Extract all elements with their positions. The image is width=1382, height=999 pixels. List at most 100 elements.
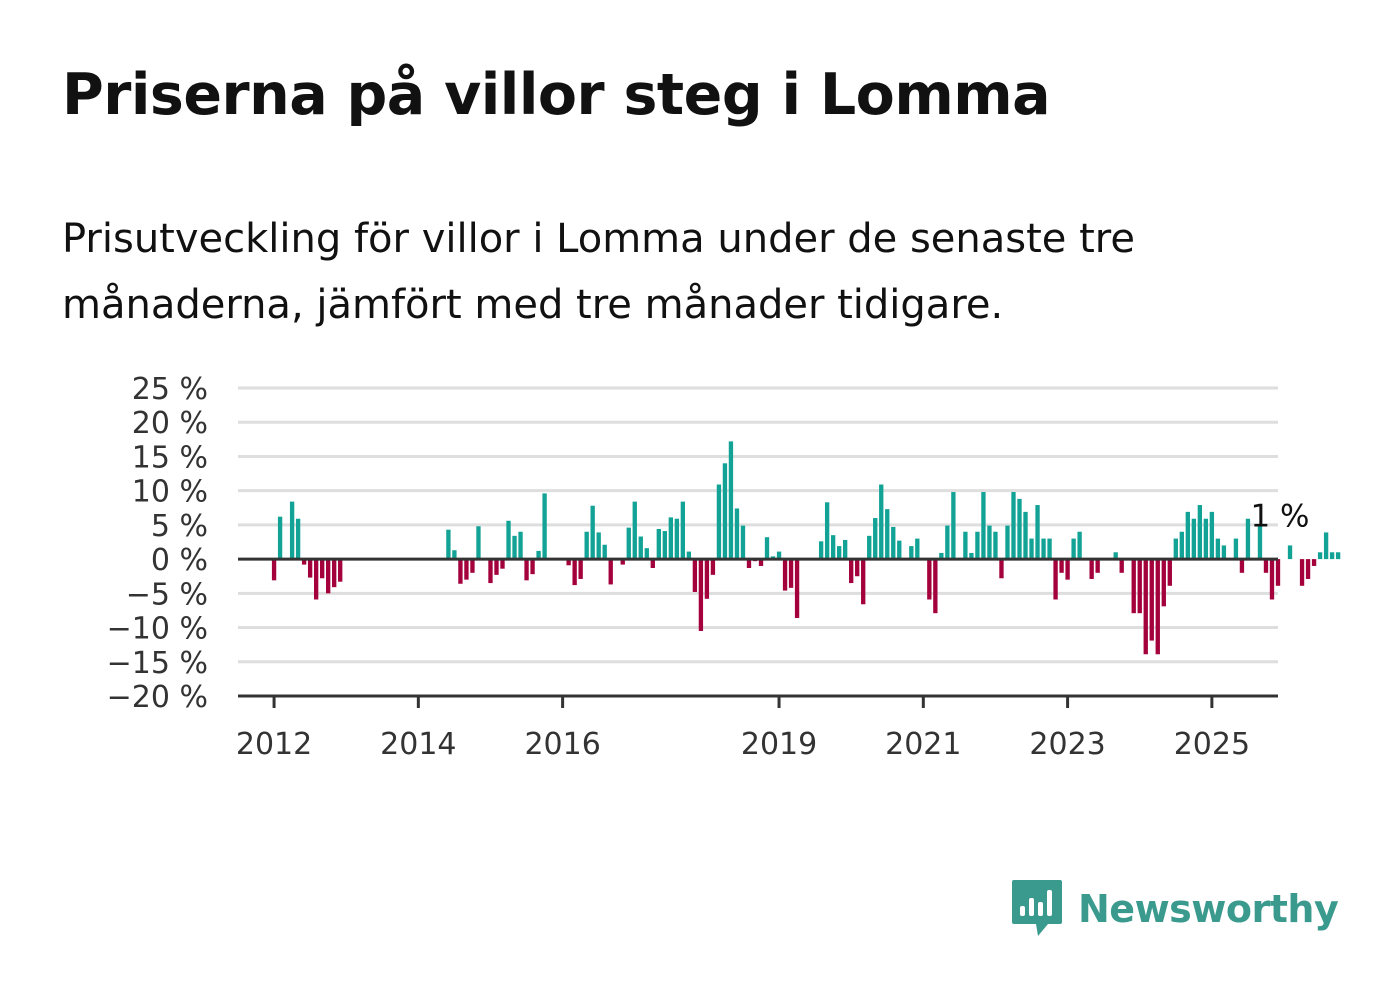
bar xyxy=(758,559,764,566)
bar xyxy=(1137,559,1142,614)
bar xyxy=(596,532,601,560)
bar xyxy=(1263,559,1269,573)
bar xyxy=(1185,511,1190,560)
x-tick-label: 2025 xyxy=(1174,727,1250,762)
bar xyxy=(843,539,848,560)
chart-subtitle: Prisutveckling för villor i Lomma under … xyxy=(62,216,1135,328)
y-tick-label: 20 % xyxy=(132,406,208,441)
bar xyxy=(1155,559,1160,655)
bar xyxy=(716,484,722,560)
bar xyxy=(1011,492,1016,560)
bar xyxy=(620,559,625,565)
bar xyxy=(1149,559,1154,641)
bar xyxy=(686,551,692,560)
bar xyxy=(1245,518,1251,560)
bar xyxy=(1239,559,1245,573)
bar xyxy=(301,559,307,565)
bar xyxy=(638,536,643,560)
x-tick-label: 2019 xyxy=(741,727,817,762)
bar xyxy=(307,559,313,578)
newsworthy-logo: Newsworthy xyxy=(1010,878,1339,940)
bar xyxy=(488,559,493,584)
bar xyxy=(271,559,277,581)
bar xyxy=(464,559,469,580)
bar xyxy=(584,531,589,560)
bar xyxy=(1257,525,1263,560)
bar xyxy=(1317,552,1323,560)
bar xyxy=(566,559,571,566)
bar xyxy=(740,525,746,560)
bar xyxy=(1119,559,1124,573)
y-tick-label: 0 % xyxy=(151,543,208,578)
bar xyxy=(1059,559,1064,573)
bar xyxy=(1287,545,1293,560)
newsworthy-logo-icon xyxy=(1012,880,1062,936)
bar xyxy=(1131,559,1136,614)
bar xyxy=(873,518,878,560)
bar xyxy=(1077,531,1082,560)
bar xyxy=(590,505,595,560)
bar xyxy=(542,493,547,560)
chart-title: Priserna på villor steg i Lomma xyxy=(62,62,1051,128)
bar xyxy=(524,559,529,581)
bar xyxy=(332,559,337,588)
bar xyxy=(1095,559,1100,573)
y-tick-label: 25 % xyxy=(132,372,208,407)
bar xyxy=(572,559,577,586)
bar xyxy=(656,529,661,560)
bar xyxy=(861,559,866,605)
bar xyxy=(518,531,523,560)
bar xyxy=(1221,545,1227,560)
bar xyxy=(313,559,319,600)
bar xyxy=(1041,538,1046,560)
bar xyxy=(1173,538,1178,560)
x-tick-label: 2023 xyxy=(1029,727,1105,762)
bar xyxy=(969,552,974,560)
bar xyxy=(662,531,667,560)
bar xyxy=(788,559,794,588)
bar xyxy=(728,441,734,560)
bar xyxy=(927,559,932,600)
bar xyxy=(506,520,511,560)
bar xyxy=(626,527,631,560)
bar xyxy=(981,492,986,560)
bar xyxy=(849,559,854,584)
bar xyxy=(710,559,716,575)
bar xyxy=(891,526,896,560)
bar xyxy=(530,559,535,575)
bar xyxy=(897,540,902,560)
bar xyxy=(512,535,517,560)
bar xyxy=(1143,559,1148,655)
bar xyxy=(698,559,704,631)
bar xyxy=(963,531,968,560)
bar xyxy=(1191,518,1196,560)
bar xyxy=(446,529,451,560)
bar xyxy=(794,559,800,618)
bar xyxy=(1215,538,1221,560)
bar xyxy=(867,535,872,560)
bar xyxy=(909,546,914,560)
bar xyxy=(500,559,505,569)
bar xyxy=(644,548,649,560)
bar xyxy=(1035,505,1040,560)
bars xyxy=(271,441,1341,655)
gridlines xyxy=(238,386,1278,664)
bar xyxy=(999,559,1004,579)
bar xyxy=(1065,559,1070,580)
bar xyxy=(764,537,770,560)
bar xyxy=(824,502,830,560)
bar xyxy=(885,509,890,560)
bar xyxy=(1005,525,1010,560)
bar xyxy=(1053,559,1058,600)
bar xyxy=(458,559,463,584)
y-tick-label: −5 % xyxy=(126,577,208,612)
bar xyxy=(1167,559,1172,586)
bar xyxy=(326,559,331,594)
bar xyxy=(494,559,499,575)
y-tick-label: −15 % xyxy=(107,646,208,681)
bar xyxy=(746,559,752,569)
bar xyxy=(650,559,655,569)
bar xyxy=(1089,559,1094,579)
y-tick-label: 15 % xyxy=(132,440,208,475)
